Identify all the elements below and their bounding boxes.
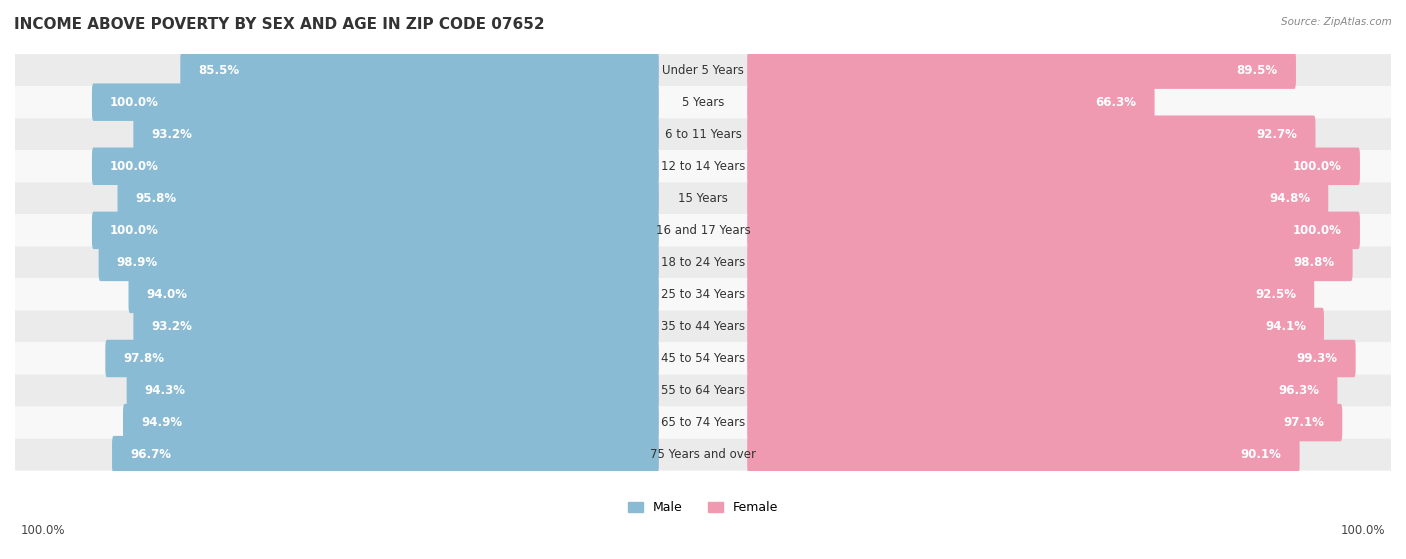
Text: 35 to 44 Years: 35 to 44 Years xyxy=(661,320,745,333)
FancyBboxPatch shape xyxy=(15,214,1391,247)
FancyBboxPatch shape xyxy=(118,179,659,217)
Text: 94.0%: 94.0% xyxy=(146,288,187,301)
Text: 93.2%: 93.2% xyxy=(152,127,193,141)
Text: 96.7%: 96.7% xyxy=(131,448,172,461)
FancyBboxPatch shape xyxy=(91,83,659,121)
Text: Source: ZipAtlas.com: Source: ZipAtlas.com xyxy=(1281,17,1392,27)
FancyBboxPatch shape xyxy=(128,276,659,313)
Text: 98.8%: 98.8% xyxy=(1294,256,1334,269)
Text: 100.0%: 100.0% xyxy=(1340,524,1385,537)
Text: 100.0%: 100.0% xyxy=(110,160,159,173)
Text: 94.1%: 94.1% xyxy=(1265,320,1306,333)
FancyBboxPatch shape xyxy=(91,148,659,185)
FancyBboxPatch shape xyxy=(15,247,1391,278)
Text: 94.8%: 94.8% xyxy=(1270,192,1310,205)
FancyBboxPatch shape xyxy=(747,436,1299,473)
FancyBboxPatch shape xyxy=(15,278,1391,310)
FancyBboxPatch shape xyxy=(122,404,659,442)
FancyBboxPatch shape xyxy=(180,51,659,89)
Text: 18 to 24 Years: 18 to 24 Years xyxy=(661,256,745,269)
Text: INCOME ABOVE POVERTY BY SEX AND AGE IN ZIP CODE 07652: INCOME ABOVE POVERTY BY SEX AND AGE IN Z… xyxy=(14,17,544,32)
FancyBboxPatch shape xyxy=(15,150,1391,182)
FancyBboxPatch shape xyxy=(15,343,1391,375)
FancyBboxPatch shape xyxy=(15,54,1391,86)
Text: 92.7%: 92.7% xyxy=(1257,127,1298,141)
FancyBboxPatch shape xyxy=(747,276,1315,313)
FancyBboxPatch shape xyxy=(105,340,659,377)
Text: 92.5%: 92.5% xyxy=(1256,288,1296,301)
FancyBboxPatch shape xyxy=(747,340,1355,377)
FancyBboxPatch shape xyxy=(15,86,1391,118)
Text: 85.5%: 85.5% xyxy=(198,64,239,77)
FancyBboxPatch shape xyxy=(134,116,659,153)
FancyBboxPatch shape xyxy=(15,182,1391,214)
FancyBboxPatch shape xyxy=(747,116,1316,153)
Text: 15 Years: 15 Years xyxy=(678,192,728,205)
FancyBboxPatch shape xyxy=(15,310,1391,343)
Text: 16 and 17 Years: 16 and 17 Years xyxy=(655,224,751,237)
Text: 97.1%: 97.1% xyxy=(1284,416,1324,429)
Text: 89.5%: 89.5% xyxy=(1237,64,1278,77)
Text: 100.0%: 100.0% xyxy=(1294,224,1341,237)
FancyBboxPatch shape xyxy=(747,307,1324,345)
Text: 65 to 74 Years: 65 to 74 Years xyxy=(661,416,745,429)
Text: 6 to 11 Years: 6 to 11 Years xyxy=(665,127,741,141)
Text: 98.9%: 98.9% xyxy=(117,256,157,269)
FancyBboxPatch shape xyxy=(15,439,1391,471)
Text: 12 to 14 Years: 12 to 14 Years xyxy=(661,160,745,173)
Text: 90.1%: 90.1% xyxy=(1240,448,1281,461)
FancyBboxPatch shape xyxy=(747,212,1360,249)
Text: 55 to 64 Years: 55 to 64 Years xyxy=(661,384,745,397)
Text: Under 5 Years: Under 5 Years xyxy=(662,64,744,77)
Text: 45 to 54 Years: 45 to 54 Years xyxy=(661,352,745,365)
FancyBboxPatch shape xyxy=(15,118,1391,150)
Text: 25 to 34 Years: 25 to 34 Years xyxy=(661,288,745,301)
Text: 97.8%: 97.8% xyxy=(124,352,165,365)
FancyBboxPatch shape xyxy=(747,372,1337,409)
Text: 96.3%: 96.3% xyxy=(1278,384,1319,397)
Text: 94.9%: 94.9% xyxy=(141,416,183,429)
Legend: Male, Female: Male, Female xyxy=(628,501,778,514)
FancyBboxPatch shape xyxy=(127,372,659,409)
Text: 95.8%: 95.8% xyxy=(135,192,177,205)
Text: 99.3%: 99.3% xyxy=(1296,352,1337,365)
FancyBboxPatch shape xyxy=(747,179,1329,217)
FancyBboxPatch shape xyxy=(15,406,1391,439)
Text: 93.2%: 93.2% xyxy=(152,320,193,333)
Text: 75 Years and over: 75 Years and over xyxy=(650,448,756,461)
FancyBboxPatch shape xyxy=(747,404,1343,442)
FancyBboxPatch shape xyxy=(747,83,1154,121)
Text: 100.0%: 100.0% xyxy=(110,96,159,108)
FancyBboxPatch shape xyxy=(15,375,1391,406)
Text: 94.3%: 94.3% xyxy=(145,384,186,397)
Text: 100.0%: 100.0% xyxy=(21,524,66,537)
FancyBboxPatch shape xyxy=(747,51,1296,89)
FancyBboxPatch shape xyxy=(747,148,1360,185)
FancyBboxPatch shape xyxy=(98,244,659,281)
FancyBboxPatch shape xyxy=(747,244,1353,281)
Text: 100.0%: 100.0% xyxy=(110,224,159,237)
Text: 5 Years: 5 Years xyxy=(682,96,724,108)
FancyBboxPatch shape xyxy=(134,307,659,345)
Text: 100.0%: 100.0% xyxy=(1294,160,1341,173)
Text: 66.3%: 66.3% xyxy=(1095,96,1136,108)
FancyBboxPatch shape xyxy=(112,436,659,473)
FancyBboxPatch shape xyxy=(91,212,659,249)
